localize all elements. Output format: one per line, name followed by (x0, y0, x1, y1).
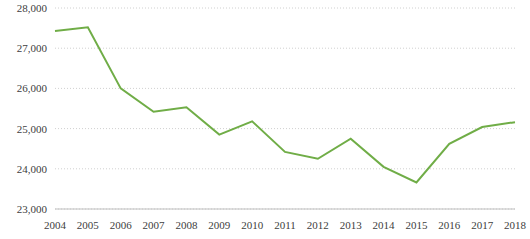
svg-text:2015: 2015 (405, 219, 428, 231)
svg-text:27,000: 27,000 (17, 42, 48, 54)
svg-text:2017: 2017 (471, 219, 494, 231)
svg-text:2005: 2005 (77, 219, 100, 231)
svg-text:23,000: 23,000 (17, 203, 48, 215)
svg-text:2014: 2014 (373, 219, 396, 231)
svg-text:2004: 2004 (44, 219, 67, 231)
svg-text:2018: 2018 (504, 219, 522, 231)
svg-text:24,000: 24,000 (17, 163, 48, 175)
svg-text:2016: 2016 (438, 219, 461, 231)
svg-text:2009: 2009 (208, 219, 231, 231)
svg-text:26,000: 26,000 (17, 82, 48, 94)
svg-text:2007: 2007 (143, 219, 166, 231)
svg-text:2013: 2013 (340, 219, 363, 231)
svg-text:2010: 2010 (241, 219, 264, 231)
svg-text:2012: 2012 (307, 219, 329, 231)
svg-text:25,000: 25,000 (17, 123, 48, 135)
svg-text:2011: 2011 (274, 219, 296, 231)
svg-text:2008: 2008 (175, 219, 198, 231)
svg-text:28,000: 28,000 (17, 2, 48, 14)
svg-text:2006: 2006 (110, 219, 133, 231)
